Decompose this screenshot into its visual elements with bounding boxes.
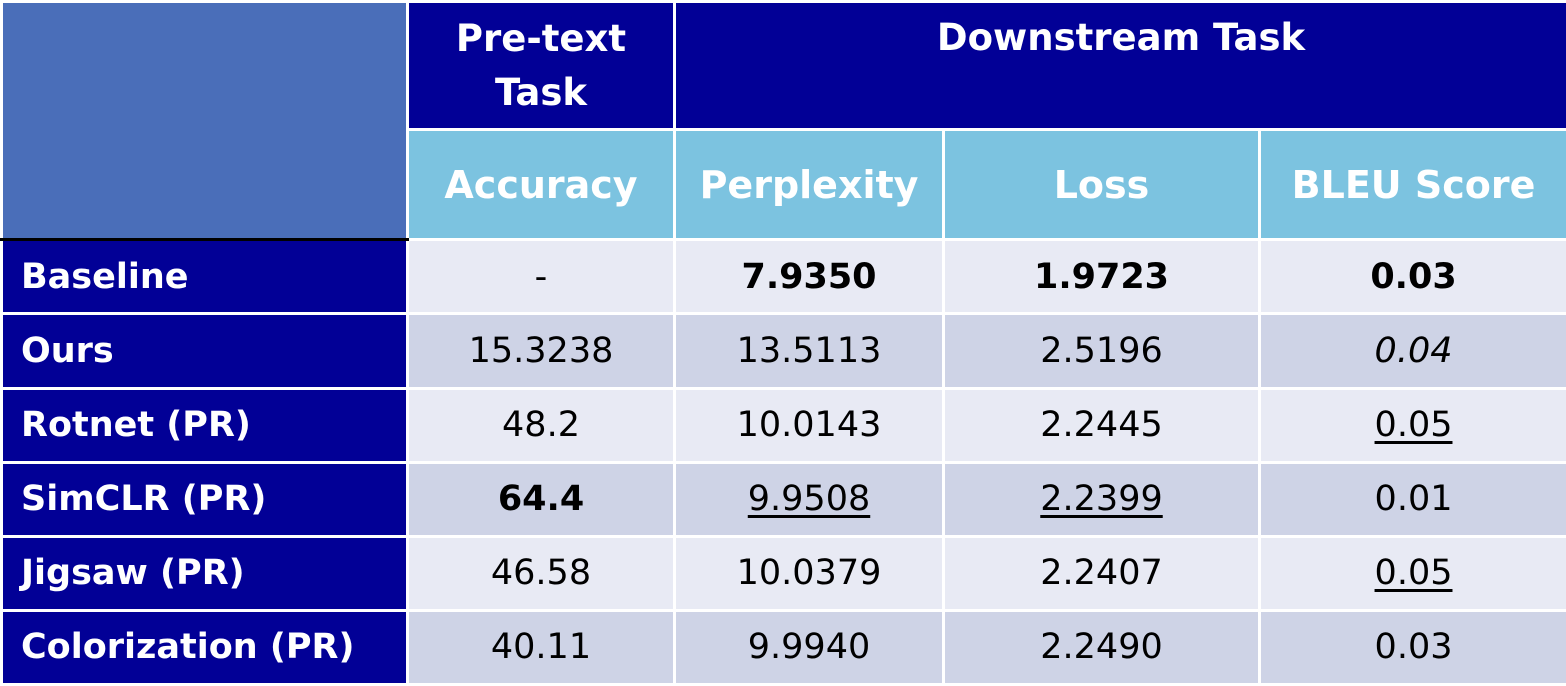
table-row: SimCLR (PR) 64.4 9.9508 2.2399 0.01 [0, 460, 1566, 538]
cell-value: 0.03 [1370, 256, 1457, 297]
cell-loss: 2.2445 [942, 386, 1261, 464]
column-header-loss: Loss [942, 128, 1261, 242]
cell-value: 15.3238 [468, 330, 614, 371]
cell-accuracy: 64.4 [406, 460, 676, 538]
cell-value: 1.9723 [1033, 256, 1170, 297]
cell-accuracy: 40.11 [406, 608, 676, 686]
cell-perplexity: 7.9350 [673, 238, 945, 316]
cell-value: 2.2490 [1040, 627, 1163, 668]
row-label: Jigsaw (PR) [0, 534, 409, 612]
cell-bleu: 0.03 [1257, 608, 1566, 686]
cell-value: 2.5196 [1040, 330, 1163, 371]
cell-bleu: 0.04 [1257, 312, 1566, 390]
cell-value: - [534, 256, 548, 297]
cell-value: 13.5113 [736, 330, 882, 371]
header-group-pretext: Pre-text Task [406, 0, 676, 132]
cell-accuracy: 48.2 [406, 386, 676, 464]
cell-accuracy: 46.58 [406, 534, 676, 612]
column-header-perplexity: Perplexity [673, 128, 945, 242]
cell-value: 40.11 [490, 627, 592, 668]
row-label: Baseline [0, 238, 409, 316]
cell-bleu: 0.01 [1257, 460, 1566, 538]
header-group-downstream: Downstream Task [672, 0, 1566, 132]
cell-loss: 1.9723 [942, 238, 1261, 316]
cell-perplexity: 9.9508 [673, 460, 945, 538]
table-row: Baseline - 7.9350 1.9723 0.03 [0, 238, 1566, 316]
cell-accuracy: - [406, 238, 676, 316]
table-row: Jigsaw (PR) 46.58 10.0379 2.2407 0.05 [0, 534, 1566, 612]
header-group-row: Pre-text Task Downstream Task [0, 0, 1566, 242]
cell-loss: 2.2490 [942, 608, 1261, 686]
cell-perplexity: 10.0143 [673, 386, 945, 464]
table-row: Colorization (PR) 40.11 9.9940 2.2490 0.03 [0, 608, 1566, 686]
cell-value: 0.03 [1374, 627, 1453, 668]
cell-bleu: 0.03 [1257, 238, 1566, 316]
cell-bleu: 0.05 [1257, 534, 1566, 612]
column-header-bleu: BLEU Score [1257, 128, 1566, 242]
column-header-accuracy: Accuracy [406, 128, 676, 242]
cell-value: 9.9508 [747, 479, 871, 520]
cell-value: 9.9940 [747, 627, 871, 668]
cell-loss: 2.2399 [942, 460, 1261, 538]
row-label: Ours [0, 312, 409, 390]
cell-value: 0.04 [1374, 330, 1453, 371]
cell-value: 2.2445 [1040, 405, 1163, 446]
cell-value: 48.2 [502, 405, 580, 446]
cell-value: 0.05 [1374, 405, 1453, 446]
cell-bleu: 0.05 [1257, 386, 1566, 464]
cell-value: 46.58 [490, 553, 592, 594]
cell-perplexity: 13.5113 [673, 312, 945, 390]
cell-loss: 2.5196 [942, 312, 1261, 390]
cell-value: 7.9350 [741, 256, 877, 297]
cell-value: 2.2407 [1040, 553, 1163, 594]
cell-value: 10.0379 [736, 553, 882, 594]
cell-value: 0.05 [1374, 553, 1453, 594]
row-label: Colorization (PR) [0, 608, 409, 686]
table-row: Ours 15.3238 13.5113 2.5196 0.04 [0, 312, 1566, 390]
cell-loss: 2.2407 [942, 534, 1261, 612]
row-label: SimCLR (PR) [0, 460, 409, 538]
column-header-row: Accuracy Perplexity Loss BLEU Score [2, 128, 1566, 242]
cell-value: 64.4 [497, 479, 585, 520]
cell-perplexity: 10.0379 [673, 534, 945, 612]
cell-value: 10.0143 [736, 405, 882, 446]
table-row: Rotnet (PR) 48.2 10.0143 2.2445 0.05 [0, 386, 1566, 464]
row-label: Rotnet (PR) [0, 386, 409, 464]
corner-cell [0, 0, 409, 242]
cell-accuracy: 15.3238 [406, 312, 676, 390]
cell-perplexity: 9.9940 [673, 608, 945, 686]
cell-value: 0.01 [1374, 479, 1453, 520]
cell-value: 2.2399 [1040, 479, 1163, 520]
